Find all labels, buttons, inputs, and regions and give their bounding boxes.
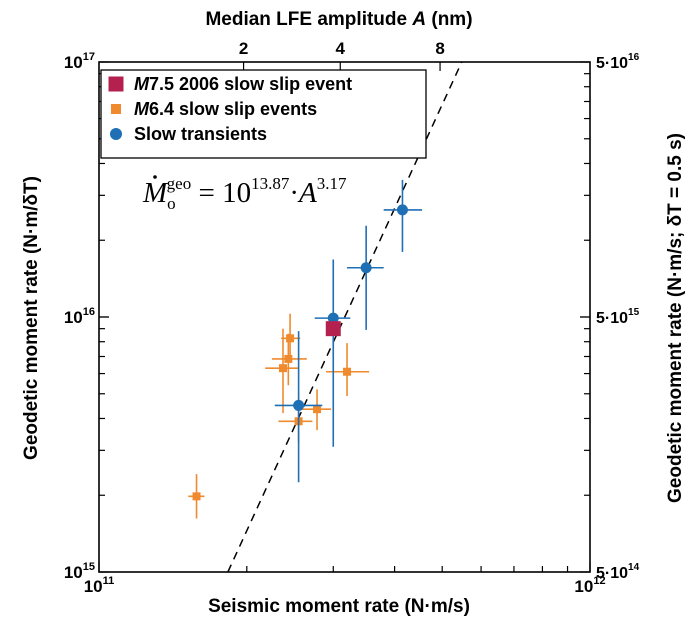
plot-area: 1011 1012 1015 1016 1017 5·1014 5·1015 5·1016 2 4… [64,39,640,596]
y-tick-label-left: 1017 [64,51,95,72]
x-axis-label: Seismic moment rate (N·m/s) [208,596,470,617]
data-point [286,334,295,343]
legend-marker [110,128,122,140]
data-point [327,312,339,324]
top-axis-label: Median LFE amplitude A (nm) [205,9,472,30]
data-point [313,405,322,414]
y-tick-label-left: 1015 [64,561,95,582]
legend-box [100,69,427,159]
fit-formula: Mogeo = 1013.87·A3.17 [142,174,347,213]
y-tick-label-right: 5·1016 [596,52,640,72]
y-tick-label-right: 5·1015 [596,307,640,327]
x-tick-label: 1012 [574,575,605,596]
top-tick-label: 2 [239,39,248,58]
y-tick-label-right: 5·1014 [596,562,640,582]
y-axis-label-left: Geodetic moment rate (N·m/δT) [21,176,42,460]
legend-label: M6.4 slow slip events [134,99,317,119]
data-point [325,321,341,337]
data-point [293,399,305,411]
top-tick-label: 4 [336,39,346,58]
legend-label: M7.5 2006 slow slip event [134,74,352,94]
data-point [396,204,408,216]
x-tick-label: 1011 [84,575,115,596]
legend-label: Slow transients [134,124,267,144]
data-point [360,262,372,274]
top-tick-label: 8 [435,39,444,58]
data-point [284,354,293,363]
data-point [192,492,201,501]
data-point [279,364,288,373]
legend-marker [111,104,121,114]
fit-formula-dot [153,175,157,179]
y-tick-label-left: 1016 [64,306,95,327]
y-axis-label-right: Geodetic moment rate (N·m/s; δT = 0.5 s) [665,133,686,503]
legend-marker [108,76,124,92]
data-point [343,367,352,376]
